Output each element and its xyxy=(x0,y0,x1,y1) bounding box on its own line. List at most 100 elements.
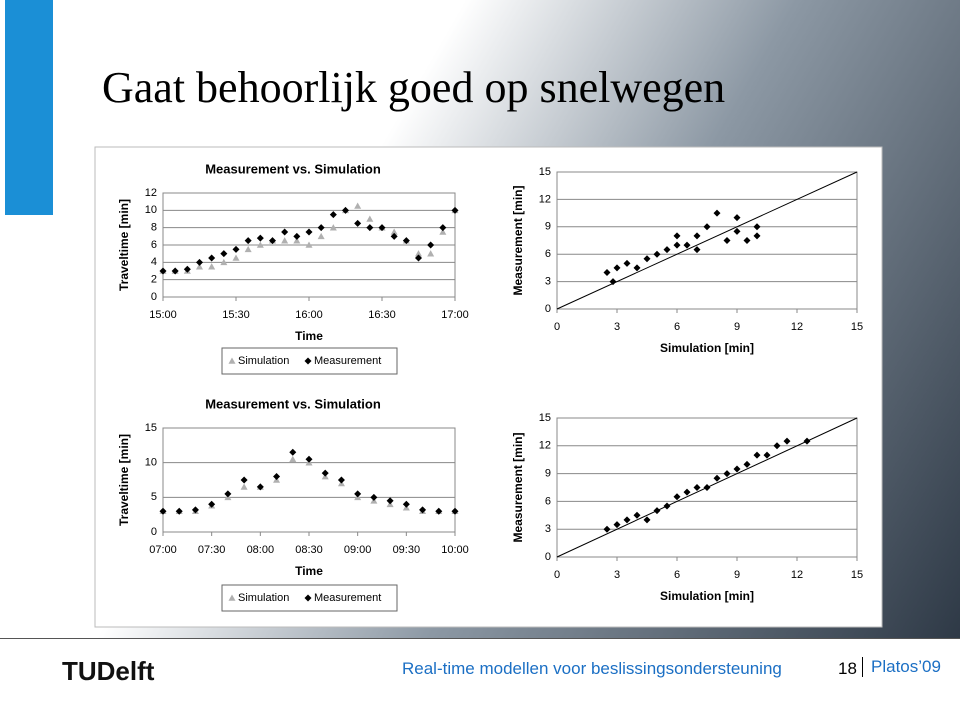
x-tick-label: 9 xyxy=(734,321,740,333)
footer: TUDelft Real-time modellen voor beslissi… xyxy=(0,638,960,717)
x-axis-label: Time xyxy=(295,329,323,343)
diamond-point xyxy=(613,521,621,529)
diamond-point xyxy=(603,268,611,276)
diamond-point xyxy=(435,507,443,515)
diamond-point xyxy=(773,442,781,450)
x-tick-label: 3 xyxy=(614,569,620,581)
triangle-point xyxy=(208,263,216,270)
triangle-point xyxy=(228,594,236,601)
diamond-point xyxy=(653,507,661,515)
diamond-point xyxy=(451,507,459,515)
triangle-point xyxy=(240,483,248,490)
x-tick-label: 17:00 xyxy=(441,309,469,321)
diamond-point xyxy=(703,484,711,491)
diamond-point xyxy=(269,237,276,245)
diamond-point xyxy=(304,357,312,365)
chart-title: Measurement vs. Simulation xyxy=(205,396,381,411)
triangle-point xyxy=(256,241,264,248)
slide-title: Gaat behoorlijk goed op snelwegen xyxy=(102,63,726,112)
logo: TUDelft xyxy=(62,656,155,686)
diamond-point xyxy=(305,228,313,236)
y-tick-label: 0 xyxy=(545,551,551,563)
diamond-point xyxy=(643,255,651,263)
diamond-point xyxy=(289,448,297,456)
footer-text: Real-time modellen voor beslissingsonder… xyxy=(402,659,782,678)
y-tick-label: 6 xyxy=(545,495,551,507)
diamond-point xyxy=(354,219,362,227)
y-tick-label: 0 xyxy=(151,526,157,538)
triangle-point xyxy=(293,237,301,244)
x-axis-label: Simulation [min] xyxy=(660,341,754,355)
diamond-point xyxy=(723,470,731,478)
y-tick-label: 5 xyxy=(151,491,157,503)
diamond-point xyxy=(171,267,179,275)
diamond-point xyxy=(366,224,374,232)
diamond-point xyxy=(623,516,631,524)
triangle-point xyxy=(439,228,447,235)
diamond-point xyxy=(342,206,349,214)
y-axis-label: Measurement [min] xyxy=(511,185,525,295)
diamond-point xyxy=(337,476,345,484)
diamond-point xyxy=(673,241,681,249)
y-tick-label: 3 xyxy=(545,523,551,535)
y-tick-label: 6 xyxy=(545,248,551,260)
x-axis-label: Time xyxy=(295,564,323,578)
diamond-point xyxy=(693,484,701,491)
y-tick-label: 10 xyxy=(145,457,157,469)
diamond-point xyxy=(693,246,701,254)
legend-label: Simulation xyxy=(238,355,289,367)
diamond-point xyxy=(232,245,240,253)
diamond-point xyxy=(633,511,641,519)
y-tick-label: 12 xyxy=(539,193,551,205)
diamond-point xyxy=(329,211,337,219)
y-tick-label: 15 xyxy=(539,412,551,424)
triangle-point xyxy=(317,232,325,240)
diamond-point xyxy=(603,525,611,533)
y-tick-label: 12 xyxy=(145,187,157,199)
diamond-point xyxy=(723,237,731,244)
y-tick-label: 2 xyxy=(151,274,157,286)
x-tick-label: 08:00 xyxy=(247,544,275,556)
diamond-point xyxy=(208,254,216,262)
triangle-point xyxy=(415,250,422,257)
x-tick-label: 6 xyxy=(674,569,680,581)
diamond-point xyxy=(653,250,661,258)
diamond-point xyxy=(733,227,741,235)
x-tick-label: 3 xyxy=(614,321,620,333)
diamond-point xyxy=(439,224,447,232)
triangle-point xyxy=(366,215,374,222)
diamond-point xyxy=(693,232,701,240)
diamond-point xyxy=(419,506,427,514)
triangle-point xyxy=(329,224,337,231)
diamond-point xyxy=(743,460,751,468)
x-tick-label: 12 xyxy=(791,569,803,581)
diamond-point xyxy=(305,455,313,463)
diamond-point xyxy=(224,490,232,498)
diamond-point xyxy=(733,214,741,222)
diamond-point xyxy=(613,264,621,272)
x-tick-label: 09:30 xyxy=(393,544,421,556)
diamond-point xyxy=(256,234,264,242)
diamond-point xyxy=(753,223,761,231)
x-axis-label: Simulation [min] xyxy=(660,589,754,603)
diamond-point xyxy=(663,502,671,510)
diamond-point xyxy=(208,500,216,508)
y-tick-label: 9 xyxy=(545,221,551,233)
legend-label: Measurement xyxy=(314,355,381,367)
diamond-point xyxy=(159,267,167,275)
diamond-point xyxy=(321,469,329,477)
y-tick-label: 0 xyxy=(151,291,157,303)
diamond-point xyxy=(415,254,422,262)
x-tick-label: 07:00 xyxy=(149,544,177,556)
x-tick-label: 16:30 xyxy=(368,309,396,321)
diamond-point xyxy=(273,473,281,481)
diamond-point xyxy=(643,516,651,524)
diamond-point xyxy=(402,500,410,508)
accent-strip xyxy=(5,0,53,215)
diamond-point xyxy=(183,265,191,273)
diamond-point xyxy=(175,507,183,515)
diamond-point xyxy=(390,232,398,240)
triangle-point xyxy=(289,455,297,462)
x-tick-label: 12 xyxy=(791,321,803,333)
diamond-point xyxy=(633,264,641,272)
